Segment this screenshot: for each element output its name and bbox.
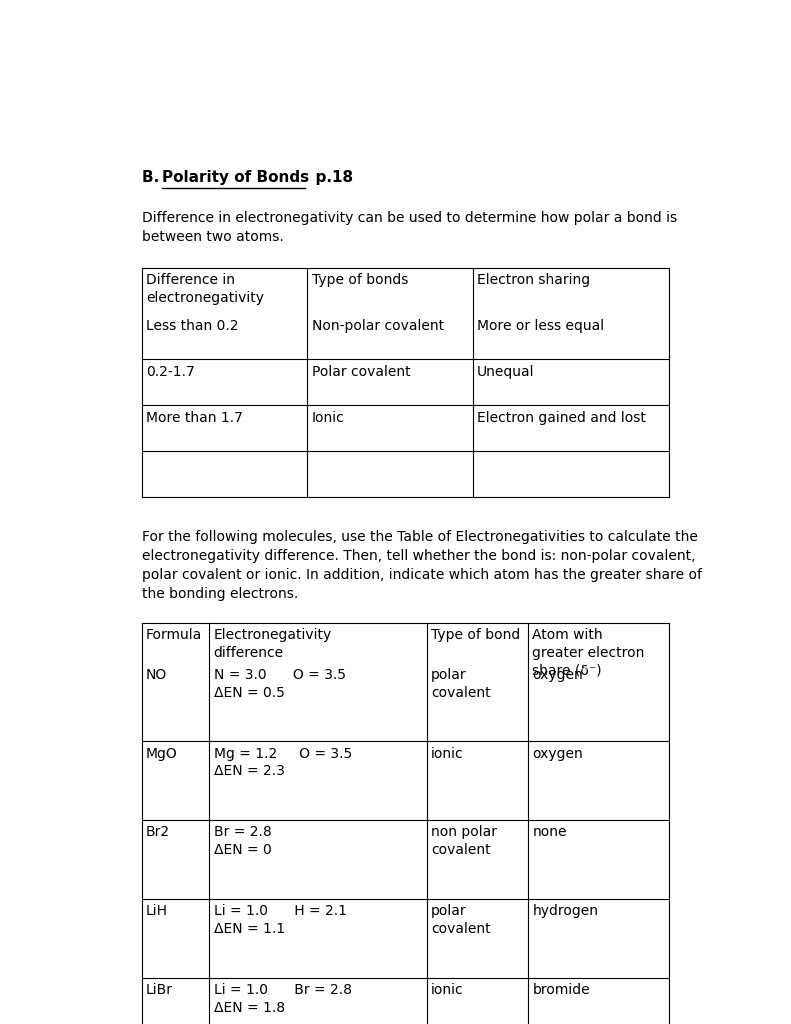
Text: polar
covalent: polar covalent (431, 904, 490, 936)
Text: oxygen: oxygen (532, 668, 583, 682)
Text: More than 1.7: More than 1.7 (146, 411, 243, 425)
Text: Electron gained and lost: Electron gained and lost (477, 411, 646, 425)
Text: Difference in electronegativity can be used to determine how polar a bond is
bet: Difference in electronegativity can be u… (142, 211, 677, 244)
Text: For the following molecules, use the Table of Electronegativities to calculate t: For the following molecules, use the Tab… (142, 529, 702, 601)
Text: Polar covalent: Polar covalent (312, 365, 411, 379)
Text: none: none (532, 825, 567, 840)
Text: Less than 0.2: Less than 0.2 (146, 319, 239, 333)
Text: Li = 1.0      Br = 2.8
ΔEN = 1.8: Li = 1.0 Br = 2.8 ΔEN = 1.8 (214, 983, 351, 1015)
Text: 0.2-1.7: 0.2-1.7 (146, 365, 195, 379)
Text: LiBr: LiBr (146, 983, 173, 997)
Text: Type of bonds: Type of bonds (312, 273, 408, 288)
Text: ionic: ionic (431, 746, 464, 761)
Text: More or less equal: More or less equal (477, 319, 604, 333)
Text: Unequal: Unequal (477, 365, 535, 379)
Text: Br = 2.8
ΔEN = 0: Br = 2.8 ΔEN = 0 (214, 825, 271, 857)
Text: Polarity of Bonds: Polarity of Bonds (162, 170, 309, 185)
Text: MgO: MgO (146, 746, 178, 761)
Text: Formula: Formula (146, 629, 202, 642)
Text: bromide: bromide (532, 983, 590, 997)
Text: Ionic: Ionic (312, 411, 344, 425)
Text: ionic: ionic (431, 983, 464, 997)
Text: Non-polar covalent: Non-polar covalent (312, 319, 444, 333)
Text: p.18: p.18 (305, 170, 353, 185)
Text: Mg = 1.2     O = 3.5
ΔEN = 2.3: Mg = 1.2 O = 3.5 ΔEN = 2.3 (214, 746, 352, 778)
Text: non polar
covalent: non polar covalent (431, 825, 497, 857)
Text: hydrogen: hydrogen (532, 904, 598, 919)
Text: Atom with
greater electron
share (δ⁻): Atom with greater electron share (δ⁻) (532, 629, 645, 678)
Text: Electron sharing: Electron sharing (477, 273, 590, 288)
Text: oxygen: oxygen (532, 746, 583, 761)
Text: N = 3.0      O = 3.5
ΔEN = 0.5: N = 3.0 O = 3.5 ΔEN = 0.5 (214, 668, 346, 699)
Text: NO: NO (146, 668, 168, 682)
Text: Li = 1.0      H = 2.1
ΔEN = 1.1: Li = 1.0 H = 2.1 ΔEN = 1.1 (214, 904, 346, 936)
Text: Br2: Br2 (146, 825, 170, 840)
Text: Difference in
electronegativity: Difference in electronegativity (146, 273, 264, 305)
Text: Electronegativity
difference: Electronegativity difference (214, 629, 331, 660)
Text: polar
covalent: polar covalent (431, 668, 490, 699)
Text: LiH: LiH (146, 904, 168, 919)
Text: Type of bond: Type of bond (431, 629, 520, 642)
Text: B.: B. (142, 170, 165, 185)
